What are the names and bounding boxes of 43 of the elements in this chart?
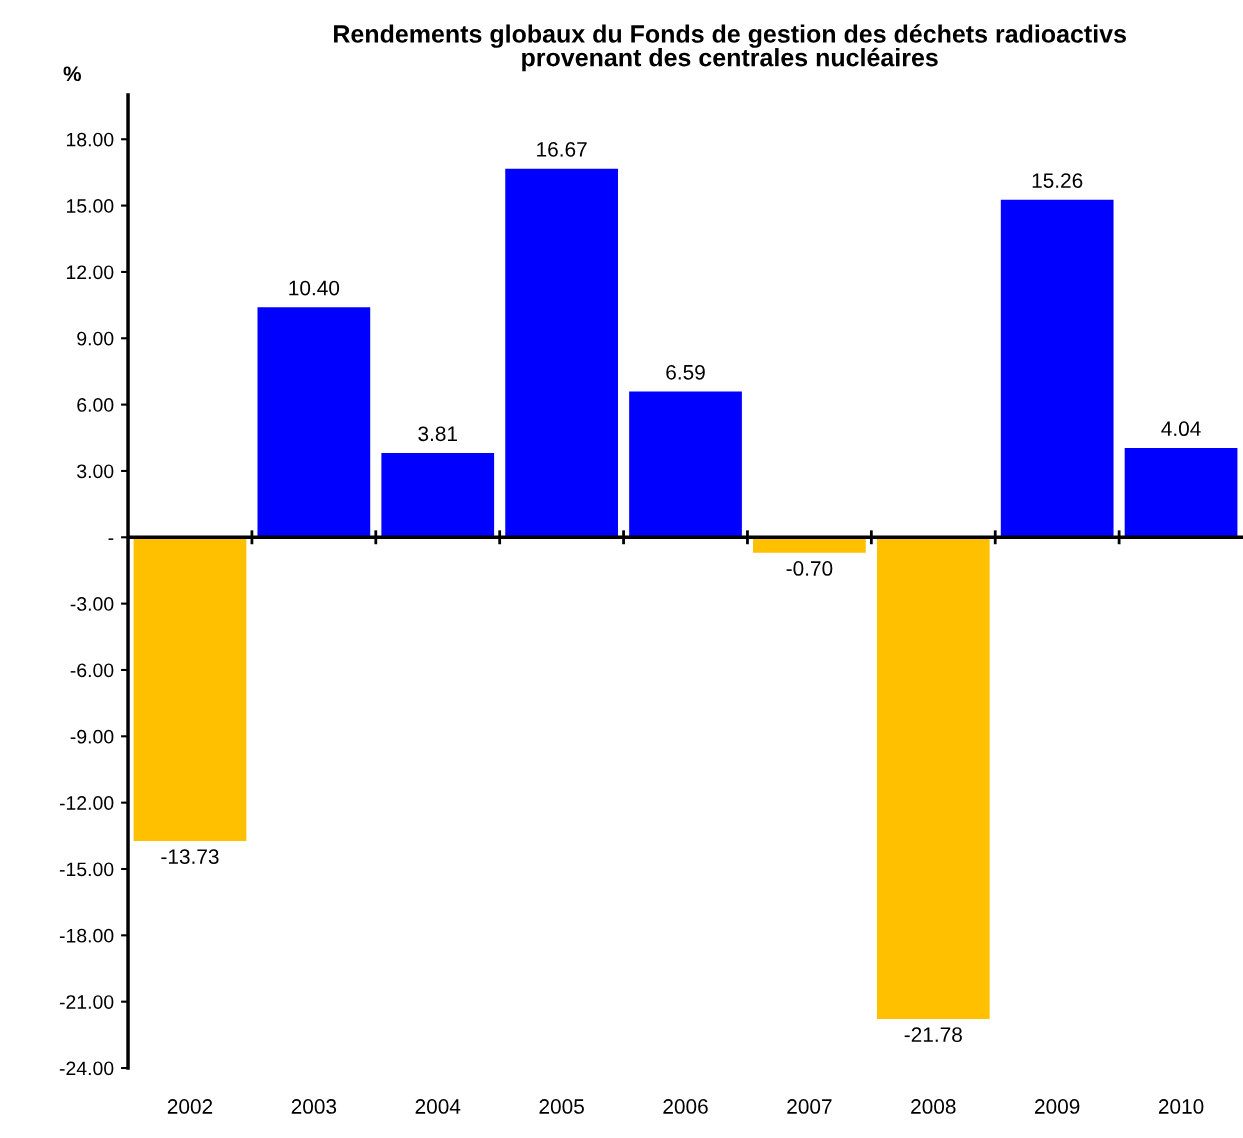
data-label: 4.04 (1161, 421, 1201, 437)
bar (876, 537, 990, 1019)
data-label: 15.26 (1032, 173, 1083, 188)
data-label: -13.73 (161, 849, 219, 864)
y-tick-label: -24.00 (59, 1061, 114, 1076)
y-tick-label: -15.00 (59, 862, 114, 877)
data-label: 3.81 (418, 426, 457, 442)
x-tick-label: 2003 (291, 1099, 337, 1114)
y-tick-label: -18.00 (59, 928, 114, 943)
bar (133, 537, 247, 841)
y-tick-label: 12.00 (66, 265, 114, 280)
bar (629, 391, 742, 538)
y-tick-label: -6.00 (70, 663, 114, 678)
y-tick-label: 15.00 (66, 199, 114, 213)
data-label: -0.70 (786, 561, 833, 576)
bar (1000, 199, 1114, 538)
y-tick-label: - (108, 538, 114, 540)
x-tick-label: 2009 (1035, 1099, 1080, 1114)
y-tick-label: 9.00 (77, 331, 114, 346)
y-tick-label: -12.00 (59, 796, 114, 810)
data-label: 16.67 (537, 142, 587, 157)
chart-title: Rendements globaux du Fonds de gestion des déchets radioactivs provenant des centrales nucléaires (334, 24, 1126, 72)
data-label: 6.59 (666, 364, 705, 380)
y-tick-label: 6.00 (77, 398, 114, 412)
y-tick-label: -9.00 (70, 729, 114, 744)
data-label: -21.78 (904, 1027, 962, 1043)
bar (381, 453, 495, 538)
bar (505, 168, 618, 538)
x-tick-label: 2002 (167, 1099, 213, 1114)
bar (257, 307, 371, 538)
bar (1124, 447, 1238, 538)
y-tick-label: 3.00 (77, 464, 114, 479)
y-tick-label: -21.00 (59, 995, 114, 1009)
x-tick-label: 2007 (787, 1099, 832, 1114)
x-tick-label: 2006 (663, 1099, 708, 1114)
x-tick-label: 2004 (415, 1099, 461, 1114)
data-label: 10.40 (289, 280, 340, 296)
x-tick-label: 2005 (539, 1099, 584, 1114)
x-tick-label: 2008 (911, 1099, 956, 1114)
x-tick-label: 2010 (1158, 1099, 1204, 1114)
y-tick-label: -3.00 (70, 597, 114, 611)
y-tick-label: 18.00 (66, 132, 114, 147)
y-axis-title: % (63, 66, 81, 82)
